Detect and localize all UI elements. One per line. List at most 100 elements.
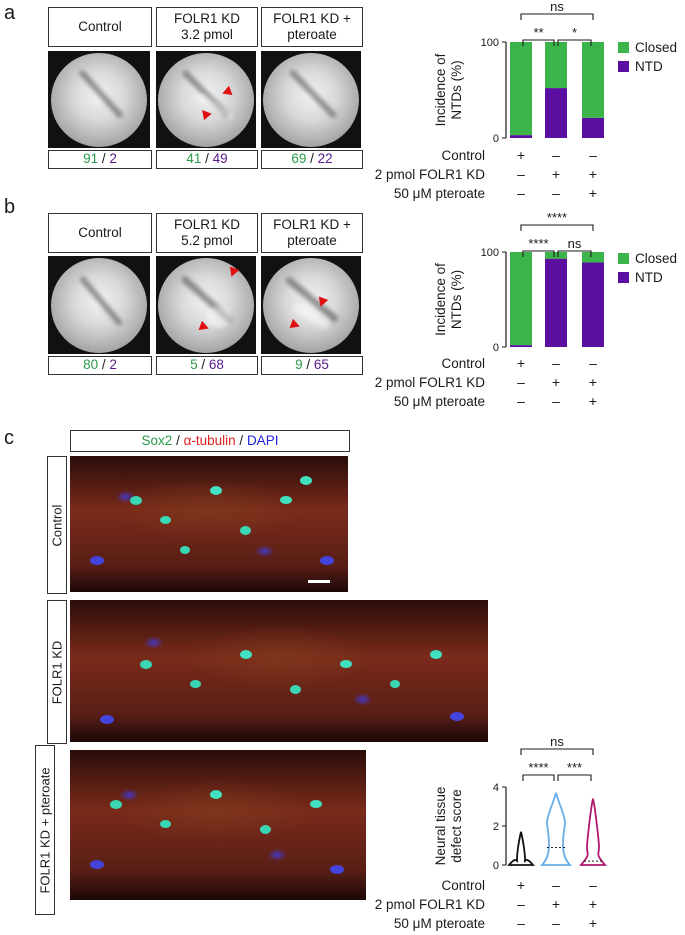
chart-b-sig-label-0: **** [528, 236, 548, 251]
panel-letter-b: b [4, 196, 16, 218]
row-label-folr1-kd: FOLR1 KD [47, 600, 67, 744]
panel-a-label-kd: FOLR1 KD 3.2 pmol [156, 7, 258, 47]
chart-a-bar-ntd-0 [510, 135, 532, 138]
chart-b-sig-bracket-2 [520, 224, 594, 231]
chart-b-sig-bracket-0 [522, 250, 555, 257]
chart-c-condition-label-2: 50 μM pteroate [394, 916, 485, 931]
chart-a-bar-closed-2 [582, 42, 604, 118]
chart-b-condition-label-1: 5.2 pmol FOLR1 KD [375, 375, 485, 390]
micrograph-folr1-kd [70, 600, 488, 742]
chart-a-condition-mark-2-2: + [589, 185, 597, 201]
chart-c-condition-mark-1-0: – [517, 896, 525, 912]
count-a-pteroate: 69 / 22 [261, 150, 363, 169]
panel-letter-c: c [4, 427, 14, 449]
chart-b-condition-mark-1-2: + [589, 374, 597, 390]
chart-c-sig-label-1: *** [567, 760, 582, 775]
chart-c-sig-bracket-2 [520, 748, 594, 755]
scale-bar [308, 580, 330, 583]
chart-b-sig-label-2: **** [547, 210, 567, 225]
count-b-pteroate: 9 / 65 [261, 356, 363, 375]
embryo-image-b-pteroate [261, 256, 361, 354]
chart-b-condition-label-2: 50 μM pteroate [394, 394, 485, 409]
chart-a-condition-mark-1-1: + [552, 166, 560, 182]
count-b-control: 80 / 2 [48, 356, 152, 375]
panel-a-label-control: Control [48, 7, 152, 47]
row-label-control: Control [47, 456, 67, 594]
chart-b-sig-label-1: ns [568, 236, 582, 251]
embryo-image-b-kd [156, 256, 256, 354]
chart-a-condition-mark-2-1: – [552, 185, 560, 201]
chart-c-condition-mark-0-1: – [552, 877, 560, 893]
panel-letter-a: a [4, 2, 16, 24]
micrograph-folr1-kd-pteroate [70, 750, 366, 900]
chart-c-violin-2 [579, 798, 607, 866]
chart-b-bar-ntd-1 [545, 258, 567, 347]
chart-a-ytick-label-0: 0 [493, 133, 499, 145]
chart-a-condition-label-2: 50 μM pteroate [394, 186, 485, 201]
chart-c-condition-mark-1-1: + [552, 896, 560, 912]
chart-a-bar-closed-0 [510, 42, 532, 136]
chart-b-bar-closed-0 [510, 252, 532, 346]
chart-c-sig-label-0: **** [528, 760, 548, 775]
chart-c-condition-mark-0-2: – [589, 877, 597, 893]
panel-b-label-pteroate: FOLR1 KD + pteroate [261, 213, 363, 253]
chart-b-bar-closed-2 [582, 252, 604, 263]
chart-a-legend-swatch-0 [618, 42, 629, 53]
chart-a-condition-mark-1-2: + [589, 166, 597, 182]
chart-c-violin-0 [507, 831, 535, 866]
chart-b-ytick-label-0: 0 [493, 342, 499, 354]
chart-b-ytick-label-1: 100 [481, 247, 499, 259]
chart-a-condition-mark-0-2: – [589, 147, 597, 163]
chart-b-bar-ntd-0 [510, 345, 532, 347]
chart-b-condition-mark-2-2: + [589, 393, 597, 409]
chart-a-condition-label-1: 3.2 pmol FOLR1 KD [375, 167, 485, 182]
embryo-image-a-kd [156, 51, 256, 148]
panel-b-label-kd: FOLR1 KD 5.2 pmol [156, 213, 258, 253]
chart-a-legend-swatch-1 [618, 61, 629, 72]
chart-a-ylabel: Incidence ofNTDs (%) [433, 53, 464, 126]
chart-a-sig-bracket-2 [520, 13, 594, 20]
chart-a-sig-label-2: ns [550, 0, 564, 14]
chart-b-condition-mark-2-1: – [552, 393, 560, 409]
chart-a-condition-mark-0-0: + [517, 147, 525, 163]
chart-b-condition-mark-1-0: – [517, 374, 525, 390]
chart-a-bar-ntd-1 [545, 88, 567, 138]
chart-c-condition-mark-2-1: – [552, 915, 560, 931]
micrograph-control [70, 456, 348, 592]
chart-b-condition-label-0: Control [441, 356, 485, 371]
chart-b-bar-closed-1 [545, 252, 567, 259]
chart-c-ytick-label-0: 0 [493, 860, 499, 872]
chart-b-condition-mark-2-0: – [517, 393, 525, 409]
chart-a-bar-ntd-2 [582, 117, 604, 138]
chart-b-condition-mark-1-1: + [552, 374, 560, 390]
chart-c-condition-label-0: Control [441, 878, 485, 893]
chart-a-legend-label-0: Closed [635, 40, 677, 55]
embryo-image-b-control [48, 256, 150, 354]
chart-c-ytick-label-2: 4 [493, 782, 499, 794]
chart-c-sig-label-2: ns [550, 735, 564, 749]
stain-legend: Sox2 / α-tubulin / DAPI [70, 430, 350, 452]
chart-c-ytick-label-1: 2 [493, 821, 499, 833]
panel-b-label-control: Control [48, 213, 152, 253]
chart-b-condition-mark-0-2: – [589, 355, 597, 371]
chart-b-condition-mark-0-0: + [517, 355, 525, 371]
count-b-kd: 5 / 68 [156, 356, 258, 375]
chart-b-condition-mark-0-1: – [552, 355, 560, 371]
chart-b-legend-label-1: NTD [635, 270, 663, 285]
chart-a-ytick-label-1: 100 [481, 37, 499, 49]
chart-a-sig-bracket-1 [557, 39, 592, 46]
count-a-kd: 41 / 49 [156, 150, 258, 169]
chart-a-condition-label-0: Control [441, 148, 485, 163]
chart-b-legend-swatch-1 [618, 272, 629, 283]
chart-c-violin-1 [539, 792, 573, 866]
chart-a-condition-mark-2-0: – [517, 185, 525, 201]
panel-a-label-pteroate: FOLR1 KD + pteroate [261, 7, 363, 47]
chart-c-condition-mark-0-0: + [517, 877, 525, 893]
chart-c-ylabel: Neural tissuedefect score [433, 787, 464, 866]
chart-b-ylabel: Incidence ofNTDs (%) [433, 263, 464, 336]
chart-c-condition-mark-2-2: + [589, 915, 597, 931]
chart-a-condition-mark-0-1: – [552, 147, 560, 163]
chart-b-legend-swatch-0 [618, 253, 629, 264]
